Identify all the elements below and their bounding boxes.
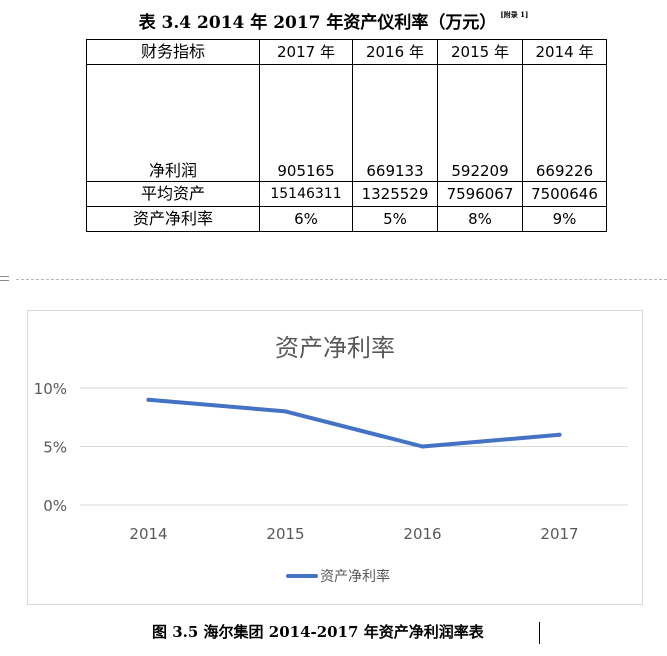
data-point bbox=[283, 409, 288, 414]
row-label: 资产净利率 bbox=[86, 206, 260, 232]
table-cell: 6% bbox=[259, 206, 353, 232]
table-row-average-assets: 平均资产 15146311 1325529 7596067 7500646 bbox=[86, 181, 607, 207]
header-cell: 财务指标 bbox=[86, 39, 260, 65]
header-cell: 2016 年 bbox=[352, 39, 438, 65]
x-tick-label: 2017 bbox=[540, 525, 578, 543]
table-cell: 669226 bbox=[522, 64, 607, 182]
figure-caption: 图 3.5 海尔集团 2014-2017 年资产净利润率表 bbox=[152, 623, 484, 641]
table-row-roa: 资产净利率 6% 5% 8% 9% bbox=[86, 206, 607, 232]
page-break-line bbox=[16, 279, 667, 280]
series-line bbox=[146, 397, 562, 449]
table-cell: 15146311 bbox=[259, 181, 353, 207]
header-cell: 2015 年 bbox=[437, 39, 523, 65]
table-cell: 669133 bbox=[352, 64, 438, 182]
legend-label: 资产净利率 bbox=[320, 568, 390, 585]
row-label: 净利润 bbox=[86, 64, 260, 182]
margin-tick bbox=[0, 280, 9, 281]
table-cell: 592209 bbox=[437, 64, 523, 182]
table-cell: 5% bbox=[352, 206, 438, 232]
data-point bbox=[146, 397, 151, 402]
table-title-text: 表 3.4 2014 年 2017 年资产仪利率（万元） bbox=[138, 13, 497, 33]
table-cell: 1325529 bbox=[352, 181, 438, 207]
table-row-net-profit: 净利润 905165 669133 592209 669226 bbox=[86, 64, 607, 182]
data-point bbox=[557, 432, 562, 437]
financial-table: 财务指标 2017 年 2016 年 2015 年 2014 年 净利润 905… bbox=[86, 39, 607, 232]
line-chart[interactable]: 资产净利率 0% 5% 10% 2014 2015 2016 2017 资产净利率 bbox=[27, 310, 643, 605]
y-tick-label: 0% bbox=[43, 497, 67, 515]
table-cell: 905165 bbox=[259, 64, 353, 182]
y-tick-label: 10% bbox=[34, 380, 67, 398]
chart-canvas: 资产净利率 0% 5% 10% 2014 2015 2016 2017 资产净利率 bbox=[34, 334, 628, 585]
data-point bbox=[420, 444, 425, 449]
header-cell: 2017 年 bbox=[259, 39, 353, 65]
header-cell: 2014 年 bbox=[522, 39, 607, 65]
row-label: 平均资产 bbox=[86, 181, 260, 207]
table-header-row: 财务指标 2017 年 2016 年 2015 年 2014 年 bbox=[86, 39, 607, 65]
table-title: 表 3.4 2014 年 2017 年资产仪利率（万元） [附录 1] bbox=[0, 8, 667, 33]
page-break-marker bbox=[0, 271, 667, 287]
y-tick-label: 5% bbox=[43, 439, 67, 457]
table-cell: 7596067 bbox=[437, 181, 523, 207]
margin-tick bbox=[0, 276, 9, 277]
x-tick-label: 2015 bbox=[266, 525, 304, 543]
x-tick-label: 2016 bbox=[403, 525, 441, 543]
chart-title: 资产净利率 bbox=[275, 334, 395, 362]
table-cell: 9% bbox=[522, 206, 607, 232]
table-cell: 7500646 bbox=[522, 181, 607, 207]
x-tick-label: 2014 bbox=[129, 525, 167, 543]
table-cell: 8% bbox=[437, 206, 523, 232]
text-cursor bbox=[539, 622, 540, 644]
table-title-note: [附录 1] bbox=[500, 10, 529, 19]
